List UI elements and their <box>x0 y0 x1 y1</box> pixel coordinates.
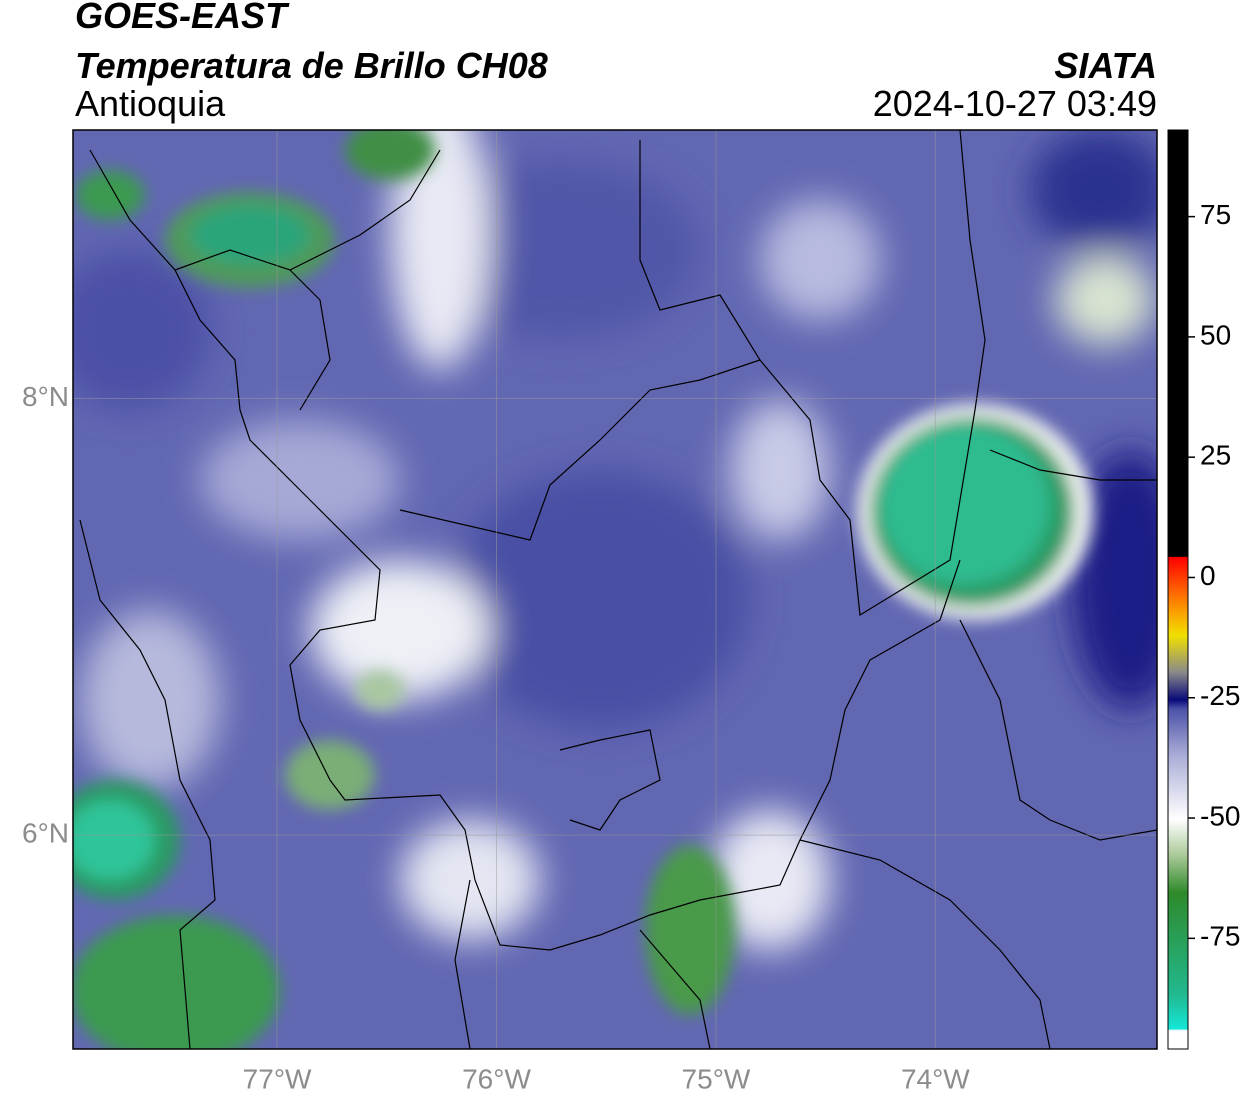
map-frame <box>72 129 1158 1050</box>
source: SIATA <box>1054 45 1157 86</box>
x-tick-label: 74°W <box>901 1063 970 1094</box>
satellite-image <box>73 130 1157 1049</box>
y-tick-label: 8°N <box>22 381 69 412</box>
subtitle: Temperatura de Brillo CH08 <box>75 45 548 86</box>
colorbar-tick-label: 25 <box>1200 440 1231 471</box>
colorbar <box>1167 129 1189 1050</box>
x-tick-label: 75°W <box>682 1063 751 1094</box>
y-tick-label: 6°N <box>22 817 69 848</box>
x-tick-label: 76°W <box>462 1063 531 1094</box>
grid <box>73 130 1157 1049</box>
datetime: 2024-10-27 03:49 <box>873 83 1157 124</box>
colorbar-tick-label: -75 <box>1200 921 1240 952</box>
colorbar-tick-label: -25 <box>1200 680 1240 711</box>
colorbar-tick-label: 0 <box>1200 560 1216 591</box>
colorbar-tick-label: -50 <box>1200 800 1240 831</box>
x-tick-label: 77°W <box>243 1063 312 1094</box>
colorbar-tick-label: 50 <box>1200 319 1231 350</box>
region: Antioquia <box>75 83 226 124</box>
boundaries <box>79 130 1157 1049</box>
colorbar-tick-label: 75 <box>1200 199 1231 230</box>
title: GOES-EAST <box>75 0 290 36</box>
